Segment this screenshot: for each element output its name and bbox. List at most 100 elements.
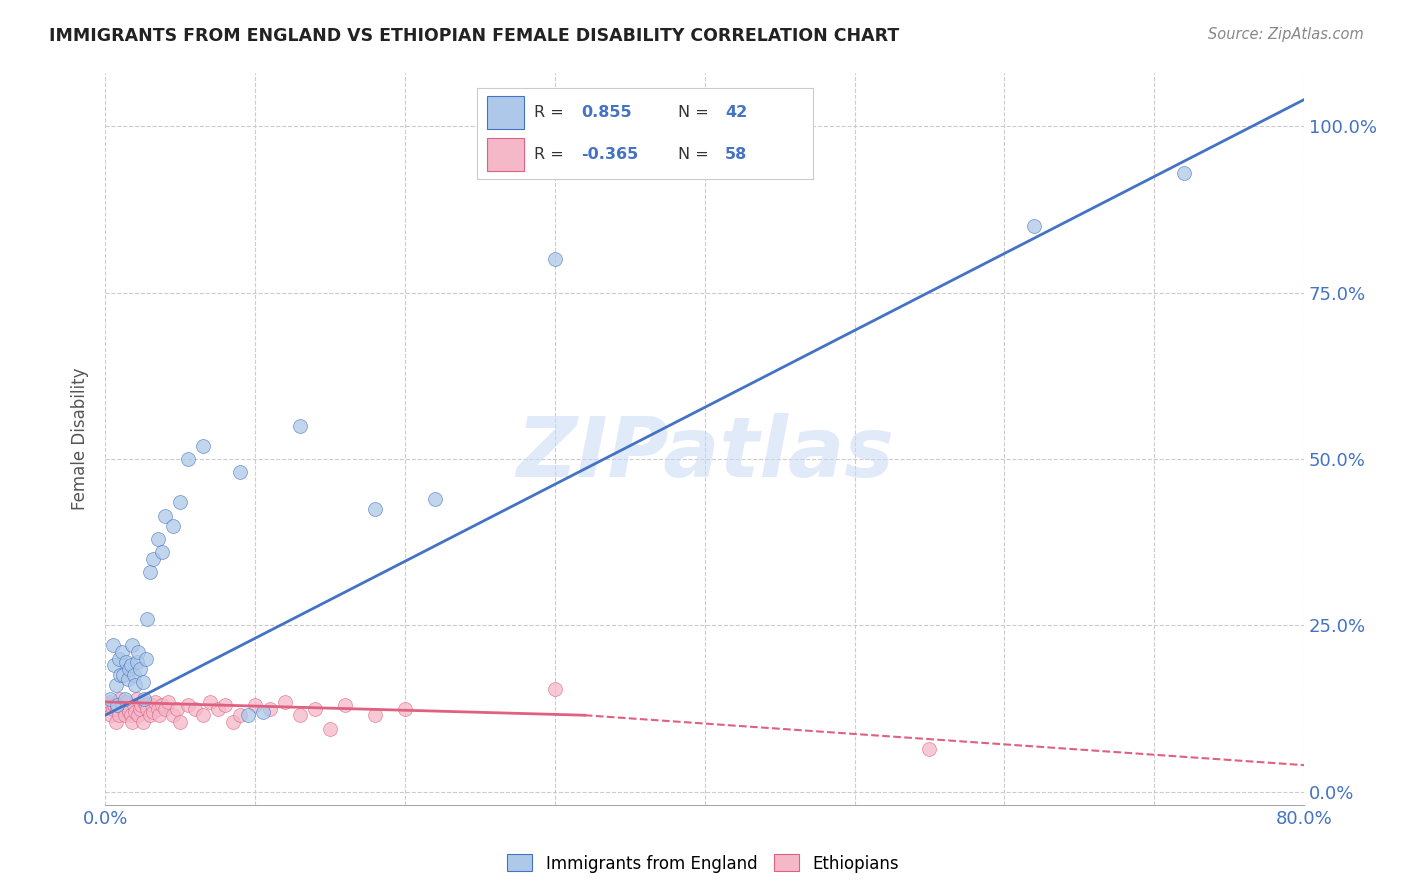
Point (98, 691, 121, 706)
Point (118, 662, 141, 676)
Point (131, 714, 153, 729)
Point (141, 698, 163, 713)
Point (918, 741, 941, 756)
Point (191, 439, 214, 453)
Point (333, 698, 356, 713)
Point (127, 708, 149, 723)
Point (120, 708, 142, 723)
Point (148, 708, 170, 723)
Point (166, 701, 188, 715)
Point (150, 545, 173, 559)
Point (125, 655, 148, 669)
Point (153, 701, 176, 715)
Point (114, 708, 136, 723)
Point (125, 691, 148, 706)
Point (162, 518, 184, 533)
Point (153, 508, 176, 523)
Point (184, 701, 207, 715)
Point (319, 722, 342, 736)
Point (129, 698, 152, 713)
Point (101, 701, 124, 715)
Point (104, 678, 127, 692)
Point (162, 708, 184, 723)
Point (136, 612, 159, 626)
Point (117, 701, 139, 715)
Point (157, 695, 180, 709)
Point (304, 701, 326, 715)
Point (259, 701, 281, 715)
Point (111, 645, 134, 659)
Point (139, 565, 162, 579)
Point (394, 701, 416, 715)
Point (198, 695, 221, 709)
Point (124, 678, 146, 692)
Point (122, 698, 145, 713)
Point (176, 698, 198, 713)
Point (146, 532, 169, 546)
Point (1173, 166, 1195, 180)
Point (207, 701, 229, 715)
Point (544, 681, 567, 696)
Point (288, 418, 311, 433)
Point (288, 708, 311, 723)
Point (128, 701, 150, 715)
Point (97, 698, 120, 713)
Point (107, 651, 129, 665)
Point (135, 651, 157, 665)
Point (243, 698, 266, 713)
Text: Source: ZipAtlas.com: Source: ZipAtlas.com (1208, 27, 1364, 42)
Point (112, 701, 135, 715)
Point (98, 695, 121, 709)
Point (423, 491, 446, 506)
Point (191, 708, 214, 723)
Point (108, 668, 131, 682)
Point (104, 714, 127, 729)
Point (118, 705, 141, 719)
Point (221, 714, 243, 729)
Y-axis label: Female Disability: Female Disability (72, 368, 89, 510)
Point (131, 675, 153, 690)
Point (101, 638, 124, 652)
Point (229, 465, 252, 479)
Point (139, 708, 162, 723)
Point (107, 708, 129, 723)
Point (169, 495, 191, 509)
Text: ZIPatlas: ZIPatlas (516, 413, 894, 494)
Point (134, 691, 156, 706)
Point (112, 668, 135, 682)
Point (143, 695, 166, 709)
Point (100, 708, 122, 723)
Point (127, 645, 149, 659)
Point (103, 658, 125, 673)
Legend: Immigrants from England, Ethiopians: Immigrants from England, Ethiopians (501, 847, 905, 880)
Point (111, 698, 134, 713)
Point (146, 701, 169, 715)
Point (252, 705, 274, 719)
Text: IMMIGRANTS FROM ENGLAND VS ETHIOPIAN FEMALE DISABILITY CORRELATION CHART: IMMIGRANTS FROM ENGLAND VS ETHIOPIAN FEM… (49, 27, 900, 45)
Point (229, 708, 252, 723)
Point (115, 655, 138, 669)
Point (169, 714, 191, 729)
Point (1024, 219, 1046, 233)
Point (115, 695, 138, 709)
Point (121, 638, 143, 652)
Point (142, 705, 165, 719)
Point (105, 701, 128, 715)
Point (142, 551, 165, 566)
Point (136, 701, 159, 715)
Point (150, 698, 173, 713)
Point (135, 698, 157, 713)
Point (105, 698, 128, 713)
Point (274, 695, 297, 709)
Point (108, 691, 131, 706)
Point (103, 698, 125, 713)
Point (122, 668, 145, 682)
Point (121, 714, 143, 729)
Point (120, 658, 142, 673)
Point (134, 695, 156, 709)
Point (544, 252, 567, 267)
Point (124, 705, 146, 719)
Point (364, 708, 387, 723)
Point (176, 452, 198, 467)
Point (364, 502, 387, 516)
